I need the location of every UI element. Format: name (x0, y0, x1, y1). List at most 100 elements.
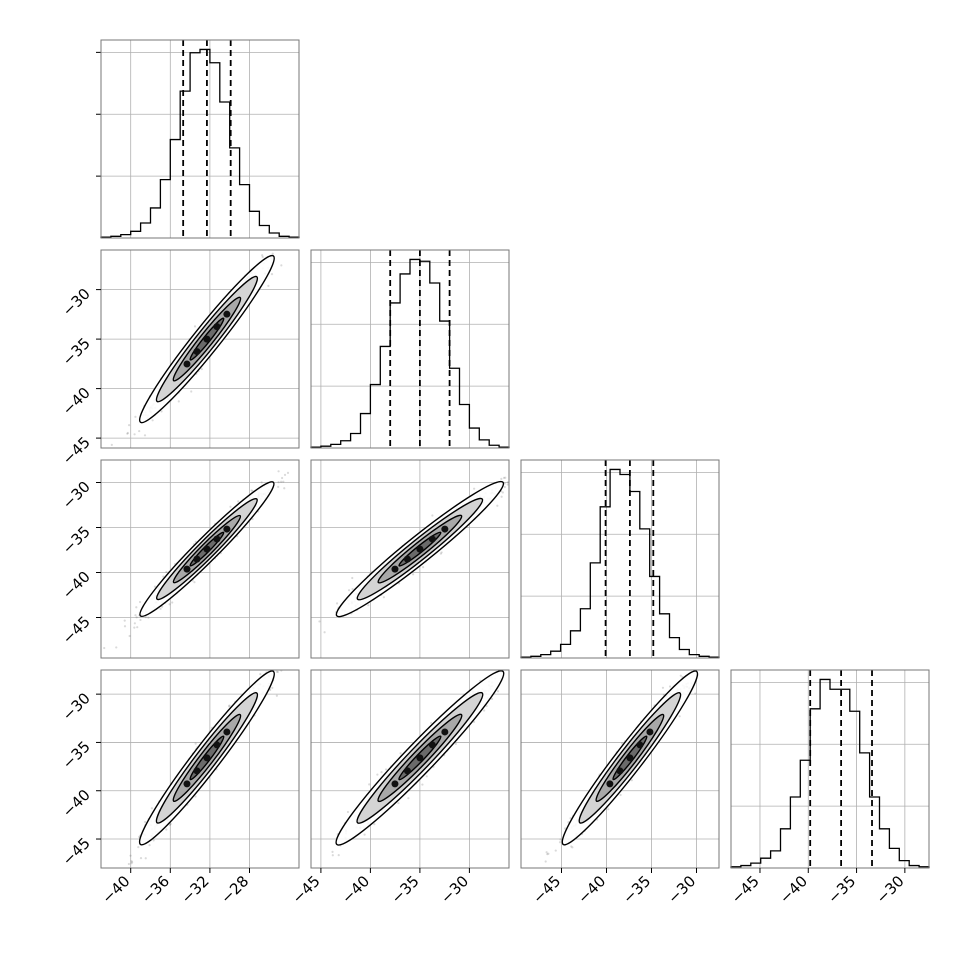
sample-point (159, 607, 162, 610)
density-peak (223, 525, 231, 533)
density-peak (391, 565, 399, 573)
sample-point (502, 476, 506, 479)
y-tick-label: −45 (59, 613, 94, 648)
sample-point (546, 852, 549, 856)
axes-frame (520, 459, 720, 659)
y-tick-label: −30 (59, 478, 94, 513)
sample-point (137, 846, 140, 849)
scatter-panel-2-1: −45−40−35−30 (59, 227, 300, 468)
sample-point (346, 810, 350, 814)
sample-point (411, 573, 415, 576)
density-peak (213, 323, 221, 331)
sample-point (134, 415, 137, 418)
density-peak (428, 535, 436, 543)
density-peak (416, 545, 424, 553)
sample-point (138, 600, 142, 604)
sample-point (110, 443, 113, 446)
sample-point (277, 470, 280, 473)
sample-point (431, 514, 434, 517)
scatter-panel-3-1: −45−40−35−30 (59, 459, 300, 659)
sample-point (280, 480, 283, 483)
density-peak (428, 741, 436, 749)
density-peak (403, 767, 411, 775)
density-peak (203, 545, 211, 553)
histogram-step-line (310, 258, 510, 448)
sample-point (127, 423, 131, 427)
sample-point (503, 485, 506, 489)
sample-point (283, 487, 286, 490)
sample-point (275, 694, 278, 697)
x-tick-label: −45 (728, 872, 763, 907)
scatter-content (101, 460, 299, 658)
sample-point (151, 419, 154, 422)
sample-point (363, 833, 366, 836)
sample-point (161, 605, 164, 608)
sample-point (554, 849, 557, 852)
sample-point (135, 616, 138, 619)
sample-point (501, 491, 504, 494)
histogram-step-line (520, 468, 720, 658)
sample-point (276, 670, 279, 674)
sample-point (292, 227, 294, 229)
sample-point (177, 400, 180, 403)
histogram-panel-1 (96, 39, 300, 239)
scatter-panel-3-2 (303, 459, 534, 659)
density-peak (203, 335, 211, 343)
sample-point (139, 618, 142, 622)
sample-point (483, 709, 486, 712)
sample-point (147, 616, 150, 619)
sample-point (275, 670, 278, 673)
sample-point (276, 664, 278, 666)
sample-point (501, 662, 503, 664)
sample-point (303, 624, 305, 626)
sample-point (129, 854, 132, 857)
sample-point (496, 690, 500, 693)
x-tick-label: −40 (338, 872, 373, 907)
x-tick-label: −30 (873, 872, 908, 907)
sample-point (367, 604, 370, 607)
sample-point (123, 625, 127, 628)
sample-point (162, 575, 165, 578)
sample-point (160, 410, 163, 413)
sample-point (152, 839, 155, 842)
sample-point (287, 649, 289, 651)
sample-point (335, 602, 339, 605)
density-peak (416, 754, 424, 762)
sample-point (454, 742, 457, 746)
sample-point (283, 473, 287, 476)
sample-point (620, 742, 624, 745)
sample-point (190, 390, 193, 393)
scatter-panel-4-2: −45 −40 −35 −30 (289, 662, 510, 907)
sample-point (194, 742, 197, 745)
density-peak (391, 780, 399, 788)
x-tick-label: −45 (289, 872, 324, 907)
sample-point (727, 631, 729, 633)
scatter-content (521, 631, 729, 868)
y-tick-label: −30 (59, 689, 94, 724)
sample-point (280, 264, 283, 267)
sample-point (133, 626, 136, 629)
axes-frame (100, 249, 300, 449)
sample-point (472, 720, 476, 724)
x-tick-label: −40 (776, 872, 811, 907)
sample-point (126, 432, 129, 435)
histogram-panel-2 (310, 249, 510, 449)
sample-point (500, 477, 503, 481)
sample-point (270, 273, 274, 276)
scatter-content (311, 662, 509, 868)
density-peak (403, 555, 411, 563)
sample-point (399, 752, 402, 755)
histogram-panel-4: −45 −40 −35 −30 (728, 669, 930, 907)
sample-point (532, 467, 534, 469)
corner-panels: −45 −40 −35 −30−45−40−35−30−45−40−35−30−45−… (59, 39, 930, 907)
sample-point (506, 481, 509, 484)
sample-point (126, 431, 129, 435)
y-tick-label: −30 (59, 285, 94, 320)
sample-point (229, 505, 232, 508)
sample-point (277, 481, 280, 484)
density-peak (183, 360, 191, 368)
sample-point (271, 686, 274, 689)
sample-point (150, 807, 154, 810)
sample-point (260, 481, 263, 484)
axes-frame (100, 669, 300, 869)
